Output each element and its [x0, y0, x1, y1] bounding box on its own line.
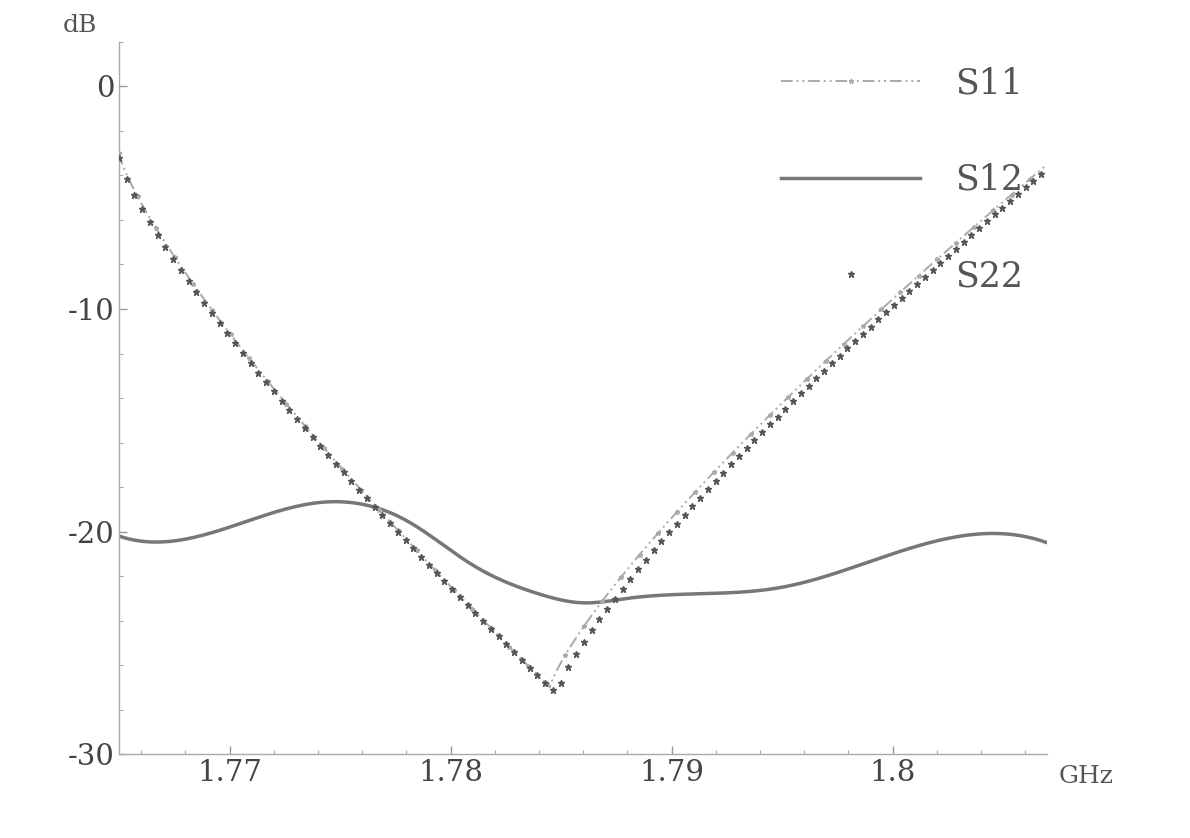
Text: GHz: GHz	[1058, 765, 1113, 789]
S12	[814, 572, 828, 582]
S12	[112, 531, 126, 541]
Line: S11: S11	[117, 151, 1050, 690]
S22	[733, 449, 747, 459]
S11	[112, 148, 126, 158]
S22	[112, 153, 126, 163]
S22	[276, 397, 290, 407]
S12	[734, 587, 749, 597]
S12	[276, 504, 290, 515]
S12	[533, 589, 547, 599]
S22	[660, 529, 675, 539]
S11	[660, 517, 675, 527]
S22	[532, 672, 546, 682]
S11	[1040, 159, 1054, 169]
S22	[813, 370, 827, 380]
S11	[813, 362, 827, 372]
S11	[532, 671, 546, 681]
S11	[733, 440, 747, 450]
S12	[1040, 538, 1054, 548]
S12	[580, 597, 594, 608]
S22	[549, 689, 563, 699]
S22	[1040, 163, 1054, 173]
S12	[352, 499, 367, 509]
S12	[328, 497, 343, 507]
Legend: S11, S12, S22: S11, S12, S22	[768, 52, 1036, 307]
Line: S22: S22	[115, 154, 1051, 696]
Line: S12: S12	[119, 502, 1047, 603]
S11	[543, 682, 557, 692]
S11	[351, 481, 365, 491]
S22	[351, 483, 365, 493]
S12	[662, 590, 676, 600]
S11	[276, 395, 290, 405]
Text: dB: dB	[63, 14, 96, 38]
